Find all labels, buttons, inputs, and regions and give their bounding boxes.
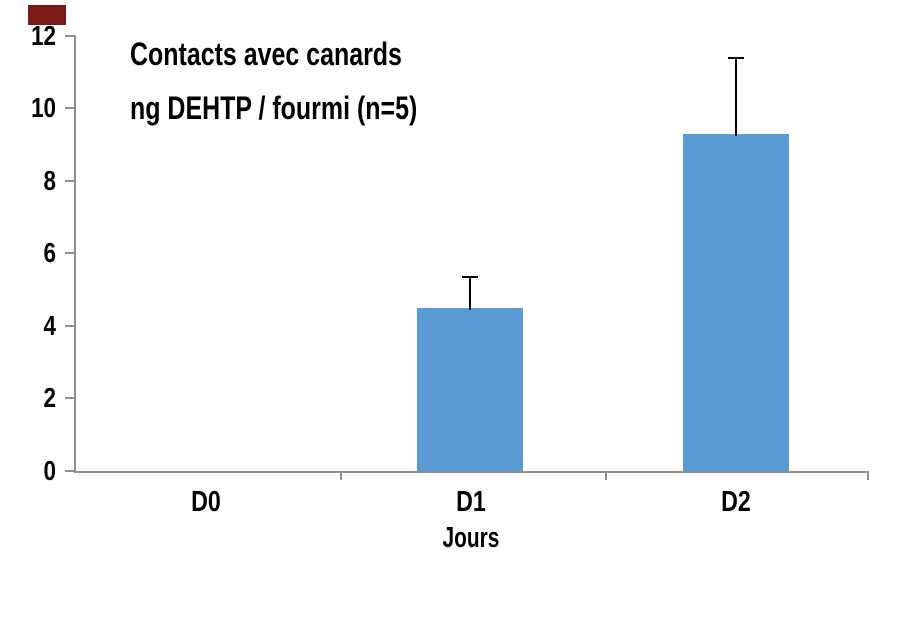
error-bar-d2 <box>728 0 744 471</box>
y-tick-label: 0 <box>43 455 56 486</box>
y-tick-label: 10 <box>31 92 56 123</box>
y-tick-label: 6 <box>43 237 56 268</box>
y-axis-tick <box>65 470 75 472</box>
y-axis-tick <box>65 325 75 327</box>
y-tick-label: 8 <box>43 165 56 196</box>
error-bar-whisker <box>469 277 471 310</box>
x-tick-label-d0: D0 <box>191 486 221 518</box>
bar-d1 <box>417 307 523 471</box>
y-tick-label: 4 <box>43 310 56 341</box>
x-axis-tick <box>867 471 869 480</box>
y-tick-label: 2 <box>43 382 56 413</box>
x-tick-label-d2: D2 <box>721 486 751 518</box>
y-axis-tick <box>65 107 75 109</box>
x-axis-title: Jours <box>442 522 500 554</box>
y-axis-tick <box>65 35 75 37</box>
error-bar-whisker <box>735 57 737 136</box>
x-axis-tick <box>340 471 342 480</box>
y-axis-tick <box>65 180 75 182</box>
x-tick-label-d1: D1 <box>456 486 486 518</box>
bar-d2 <box>683 133 789 471</box>
y-axis-tick <box>65 252 75 254</box>
y-axis-line <box>74 35 76 473</box>
y-tick-label: 12 <box>31 20 56 51</box>
chart-title: Contacts avec canards <box>130 36 402 72</box>
chart-subtitle: ng DEHTP / fourmi (n=5) <box>130 90 418 126</box>
corner-mark <box>28 5 66 25</box>
y-axis-tick <box>65 397 75 399</box>
x-axis-tick <box>605 471 607 480</box>
x-axis-line <box>74 471 869 473</box>
error-bar-d1 <box>462 0 478 471</box>
